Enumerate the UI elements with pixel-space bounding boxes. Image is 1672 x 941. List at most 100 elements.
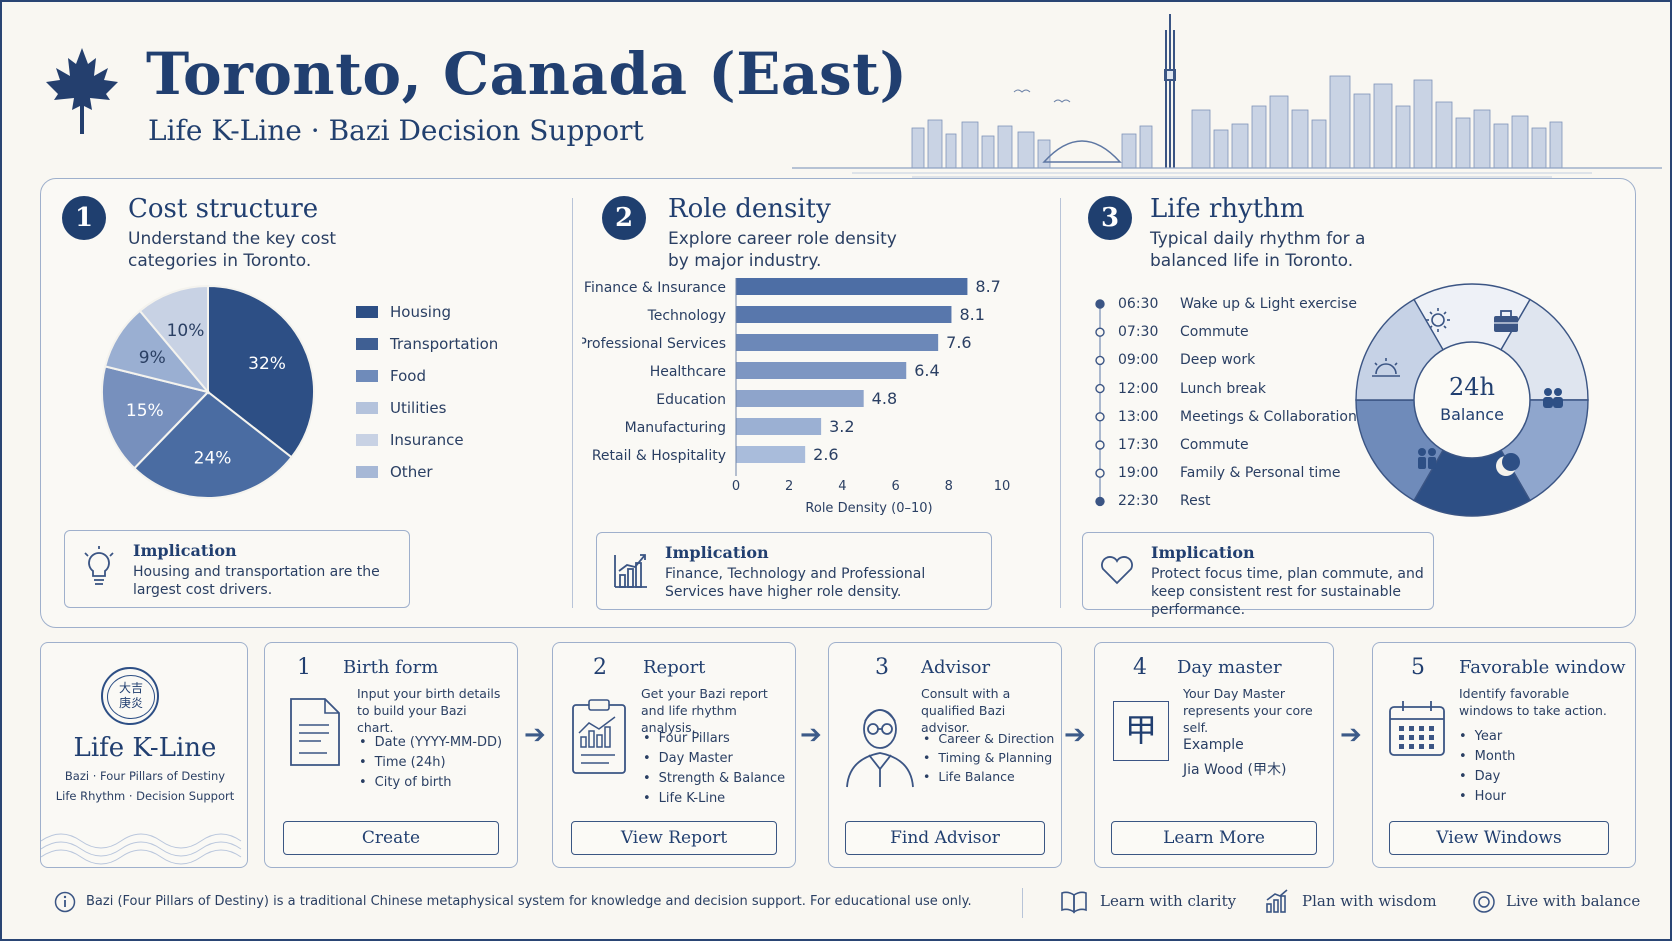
bar-category-label: Finance & Insurance: [584, 280, 726, 296]
x-tick-label: 10: [994, 479, 1011, 494]
schedule-activity: Family & Personal time: [1180, 465, 1341, 482]
bar: [736, 390, 864, 407]
growth-bars-icon: [1266, 889, 1288, 913]
x-tick-label: 2: [785, 479, 793, 494]
birth-form-fields: Date (YYYY-MM-DD) Time (24h) City of bir…: [359, 733, 502, 793]
schedule-time: 06:30: [1118, 296, 1159, 312]
bar-category-label: Healthcare: [650, 364, 726, 380]
implication-text: Protect focus time, plan commute, and ke…: [1151, 566, 1424, 618]
pie-slice-label: 15%: [126, 401, 164, 421]
seal-icon: 大吉 庚炎: [101, 667, 159, 725]
pie-slice-label: 9%: [139, 348, 166, 368]
list-item: Life Balance: [923, 767, 1054, 786]
brand-card: 大吉 庚炎 Life K-Line Bazi · Four Pillars of…: [40, 642, 248, 868]
x-tick-label: 8: [945, 479, 953, 494]
bar-value-label: 8.1: [959, 305, 984, 324]
step-number: 5: [1411, 655, 1425, 680]
report-card: 2 Report Get your Bazi report and life r…: [552, 642, 796, 868]
learn-more-button[interactable]: Learn More: [1111, 821, 1317, 855]
timeline-dot: [1095, 468, 1105, 478]
report-clipboard-icon: [572, 699, 626, 774]
legend-item: Insurance: [356, 431, 464, 449]
bar-value-label: 6.4: [914, 361, 939, 380]
document-form-icon: [290, 698, 340, 766]
list-item: Four Pillars: [643, 729, 785, 749]
disclaimer-text: Bazi (Four Pillars of Destiny) is a trad…: [86, 894, 972, 909]
section-desc-role: Explore career role density by major ind…: [668, 229, 897, 271]
list-item: City of birth: [359, 773, 502, 793]
pie-slice-transportation: [132, 390, 293, 499]
list-item: Day: [1459, 767, 1515, 787]
bar-value-label: 7.6: [946, 333, 971, 352]
pie-slice-label: 10%: [167, 321, 205, 341]
bar: [736, 362, 907, 379]
timeline-dot: [1095, 327, 1105, 337]
schedule-time: 07:30: [1118, 324, 1159, 341]
arrow-right-icon: ➔: [800, 720, 822, 750]
card-title: Advisor: [921, 657, 991, 678]
heart-icon: [1101, 556, 1133, 585]
list-item: Day Master: [643, 749, 785, 769]
implication-box-role: Implication Finance, Technology and Prof…: [596, 532, 992, 610]
legend-swatch: [356, 402, 378, 414]
wave-decoration: [41, 833, 242, 865]
moon-icon: [1496, 453, 1520, 476]
timeline-dot: [1095, 299, 1105, 309]
card-title: Report: [643, 657, 706, 678]
list-item: Year: [1459, 727, 1515, 747]
bar-value-label: 4.8: [872, 389, 897, 408]
view-windows-button[interactable]: View Windows: [1389, 821, 1609, 855]
find-advisor-button[interactable]: Find Advisor: [845, 821, 1045, 855]
calendar-icon: [1389, 701, 1445, 756]
card-title: Favorable window: [1459, 657, 1626, 678]
step-number: 2: [593, 655, 607, 680]
schedule-time: 19:00: [1118, 465, 1159, 482]
section-title-cost: Cost structure: [128, 194, 319, 224]
timeline-dot: [1095, 412, 1105, 422]
birth-form-card: 1 Birth form Input your birth details to…: [264, 642, 518, 868]
timeline-dot: [1095, 440, 1105, 450]
brand-title: Life K-Line: [73, 733, 217, 763]
implication-text: Housing and transportation are the large…: [133, 564, 380, 598]
section-divider: [572, 198, 573, 608]
donut-center-sublabel: Balance: [1440, 405, 1504, 424]
footer-item-live: Live with balance: [1506, 892, 1641, 910]
pie-slice-label: 24%: [194, 449, 232, 469]
bar-category-label: Manufacturing: [625, 420, 726, 436]
implication-box-cost: Implication Housing and transportation a…: [64, 530, 410, 608]
day-master-glyph: 甲: [1113, 701, 1169, 761]
family-icon: [1418, 448, 1436, 469]
section-title-role: Role density: [668, 194, 831, 224]
schedule-activity: Rest: [1180, 493, 1211, 510]
create-button[interactable]: Create: [283, 821, 499, 855]
schedule-time: 17:30: [1118, 437, 1159, 453]
bar-value-label: 2.6: [813, 445, 838, 464]
footer-item-plan: Plan with wisdom: [1302, 892, 1437, 910]
example-value: Jia Wood (甲木): [1183, 762, 1287, 778]
briefcase-icon: [1494, 310, 1518, 332]
legend-item: Housing: [356, 303, 451, 321]
window-granularity-list: Year Month Day Hour: [1459, 727, 1516, 807]
people-icon: [1543, 388, 1563, 408]
role-density-bar-chart: Finance & Insurance 8.7 Technology 8.1 Profe…: [582, 278, 1011, 516]
schedule-activity: Wake up & Light exercise: [1180, 296, 1357, 312]
list-item: Life K-Line: [643, 789, 785, 809]
schedule-activity: Commute: [1180, 324, 1249, 341]
section-number-badge: 1: [62, 196, 106, 240]
brand-line-2: Life Rhythm · Decision Support: [55, 789, 235, 803]
legend-item: Utilities: [356, 399, 446, 417]
implication-title: Implication: [665, 543, 769, 562]
x-tick-label: 6: [891, 479, 899, 494]
implication-title: Implication: [133, 541, 237, 560]
list-item: Date (YYYY-MM-DD): [359, 733, 502, 753]
view-report-button[interactable]: View Report: [571, 821, 777, 855]
legend-item: Food: [356, 367, 426, 385]
schedule-time: 12:00: [1118, 380, 1159, 397]
legend-label: Insurance: [390, 431, 464, 449]
report-contents: Four Pillars Day Master Strength & Balan…: [643, 729, 785, 809]
list-item: Career & Direction: [923, 729, 1054, 748]
bar-category-label: Technology: [647, 308, 726, 324]
card-desc: Input your birth details to build your B…: [357, 686, 501, 735]
list-item: Hour: [1459, 787, 1515, 807]
info-icon: [54, 891, 76, 913]
